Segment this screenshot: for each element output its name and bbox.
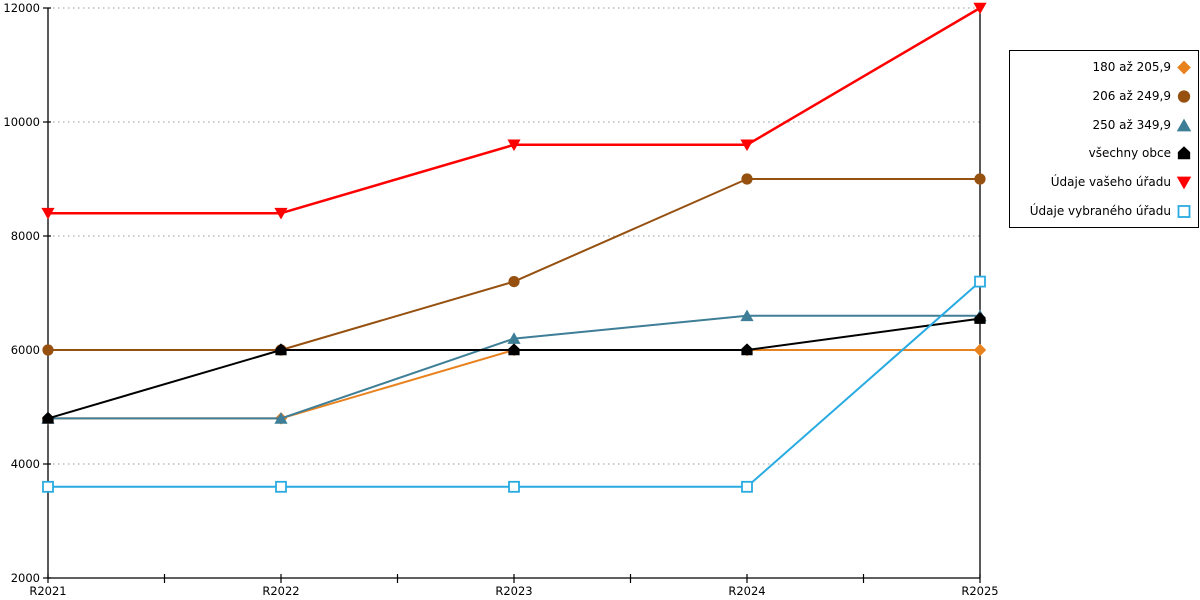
series-line-2 — [48, 314, 980, 420]
square-open-marker-icon — [1177, 204, 1191, 218]
legend-item: všechny obce — [1010, 139, 1198, 168]
x-tick-label: R2023 — [495, 584, 532, 598]
square-open-marker-icon — [741, 480, 753, 493]
y-tick-label: 4000 — [11, 457, 40, 471]
legend-label: 206 až 249,9 — [1092, 88, 1171, 103]
legend-label: Údaje vybraného úřadu — [1029, 203, 1171, 218]
diamond-marker-icon — [1177, 61, 1191, 75]
legend-item: Údaje vybraného úřadu — [1010, 196, 1198, 225]
x-tick-label: R2024 — [728, 584, 765, 598]
x-tick-label: R2025 — [961, 584, 998, 598]
legend-label: 250 až 349,9 — [1092, 117, 1171, 132]
legend-item: Údaje vašeho úřadu — [1010, 168, 1198, 197]
diamond-marker-icon — [1176, 59, 1192, 75]
house-marker-icon — [508, 343, 520, 356]
legend-item: 180 až 205,9 — [1010, 53, 1198, 82]
legend: 180 až 205,9 206 až 249,9 250 až 349,9 v… — [1009, 50, 1199, 228]
triangle-down-marker-icon — [973, 2, 987, 15]
circle-marker-icon — [1177, 90, 1191, 103]
circle-marker-icon — [42, 344, 54, 356]
x-tick-label: R2021 — [29, 584, 66, 598]
square-open-marker-icon — [974, 275, 986, 288]
triangle-up-marker-icon — [507, 332, 521, 344]
legend-label: 180 až 205,9 — [1092, 60, 1171, 75]
house-marker-icon — [974, 312, 986, 324]
triangle-up-marker-icon — [274, 412, 288, 424]
diamond-marker-icon — [973, 343, 987, 357]
circle-marker-icon — [508, 276, 520, 288]
series-line-0 — [48, 349, 980, 420]
triangle-up-marker-icon — [1176, 117, 1192, 133]
triangle-down-marker-icon — [1176, 176, 1192, 190]
triangle-down-marker-icon — [41, 207, 55, 220]
y-tick-label: 6000 — [11, 343, 40, 357]
house-marker-icon — [1177, 146, 1191, 160]
triangle-up-marker-icon — [740, 309, 754, 322]
series-line-5 — [48, 280, 981, 488]
house-marker-icon — [1176, 145, 1192, 161]
y-tick-label: 8000 — [11, 229, 40, 243]
x-tick-label: R2022 — [262, 584, 299, 598]
triangle-up-marker-icon — [1176, 118, 1192, 131]
square-open-marker-icon — [1176, 203, 1192, 219]
circle-marker-icon — [974, 173, 986, 185]
square-open-marker-icon — [508, 480, 520, 493]
y-tick-label: 10000 — [3, 115, 40, 129]
house-marker-icon — [741, 343, 753, 356]
triangle-down-marker-icon — [274, 207, 288, 220]
circle-marker-icon — [741, 173, 753, 185]
house-marker-icon — [275, 343, 287, 356]
legend-item: 206 až 249,9 — [1010, 82, 1198, 111]
legend-label: všechny obce — [1088, 146, 1171, 161]
legend-item: 250 až 349,9 — [1010, 110, 1198, 139]
triangle-down-marker-icon — [507, 139, 521, 152]
series-line-1 — [48, 178, 980, 351]
circle-marker-icon — [1176, 88, 1192, 104]
square-open-marker-icon — [42, 480, 54, 493]
triangle-down-marker-icon — [740, 139, 754, 152]
y-tick-label: 2000 — [11, 571, 40, 585]
y-tick-label: 12000 — [3, 1, 40, 15]
square-open-marker-icon — [275, 480, 287, 493]
triangle-down-marker-icon — [1176, 174, 1192, 190]
series-line-4 — [48, 6, 981, 215]
house-marker-icon — [42, 411, 54, 424]
legend-label: Údaje vašeho úřadu — [1050, 174, 1171, 189]
